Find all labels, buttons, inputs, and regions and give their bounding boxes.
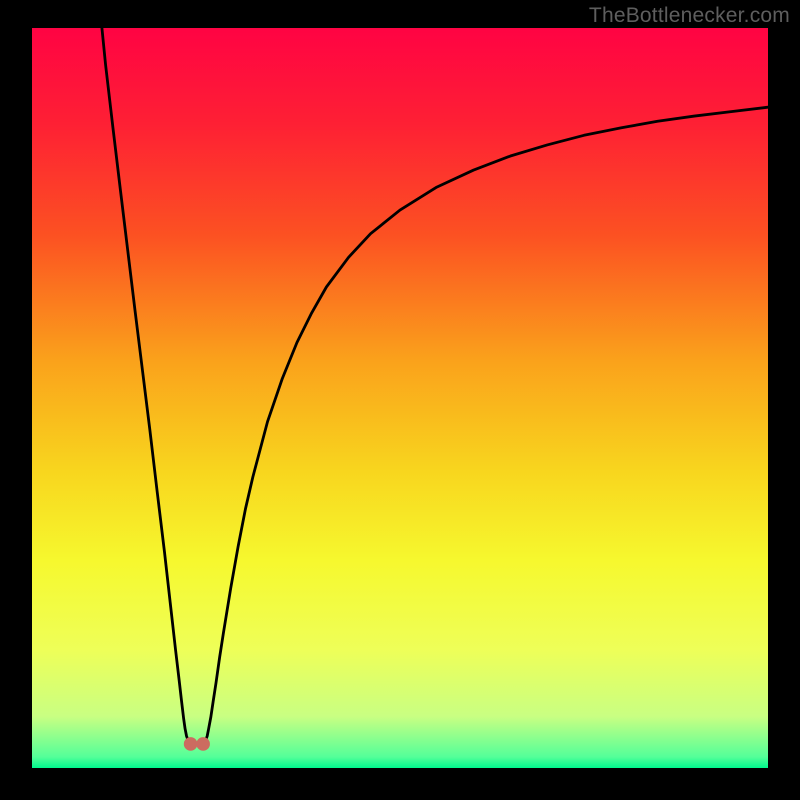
marker-right [196,737,210,751]
watermark-text: TheBottlenecker.com [589,4,790,28]
marker-left [184,737,198,751]
bottleneck-chart [0,0,800,800]
plot-background [32,28,768,768]
